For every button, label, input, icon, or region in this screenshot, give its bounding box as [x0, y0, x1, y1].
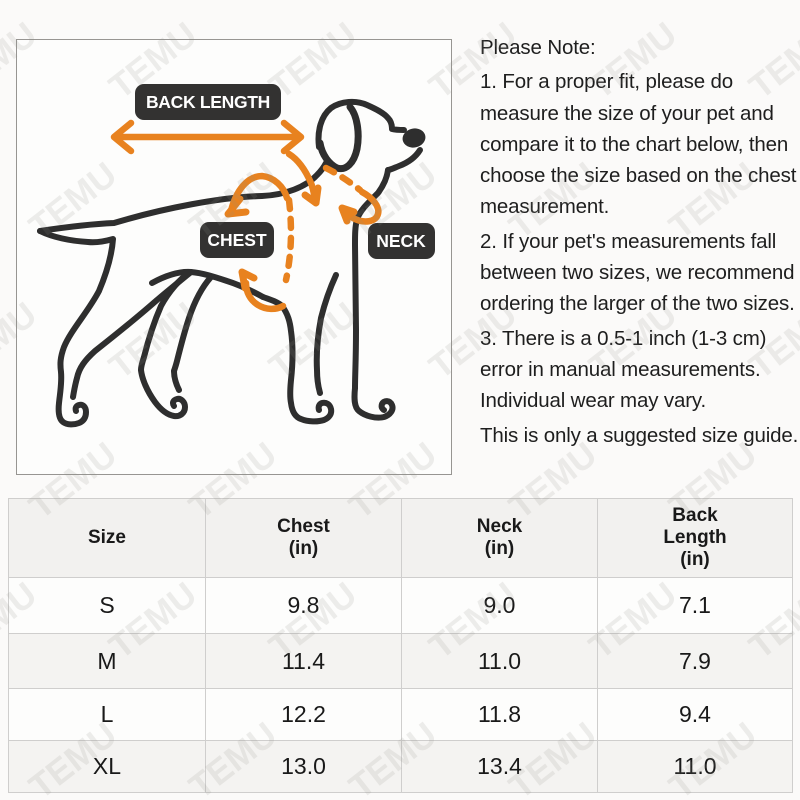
svg-text:BACK LENGTH: BACK LENGTH — [146, 92, 270, 112]
svg-text:CHEST: CHEST — [207, 230, 267, 250]
svg-text:NECK: NECK — [376, 231, 426, 251]
